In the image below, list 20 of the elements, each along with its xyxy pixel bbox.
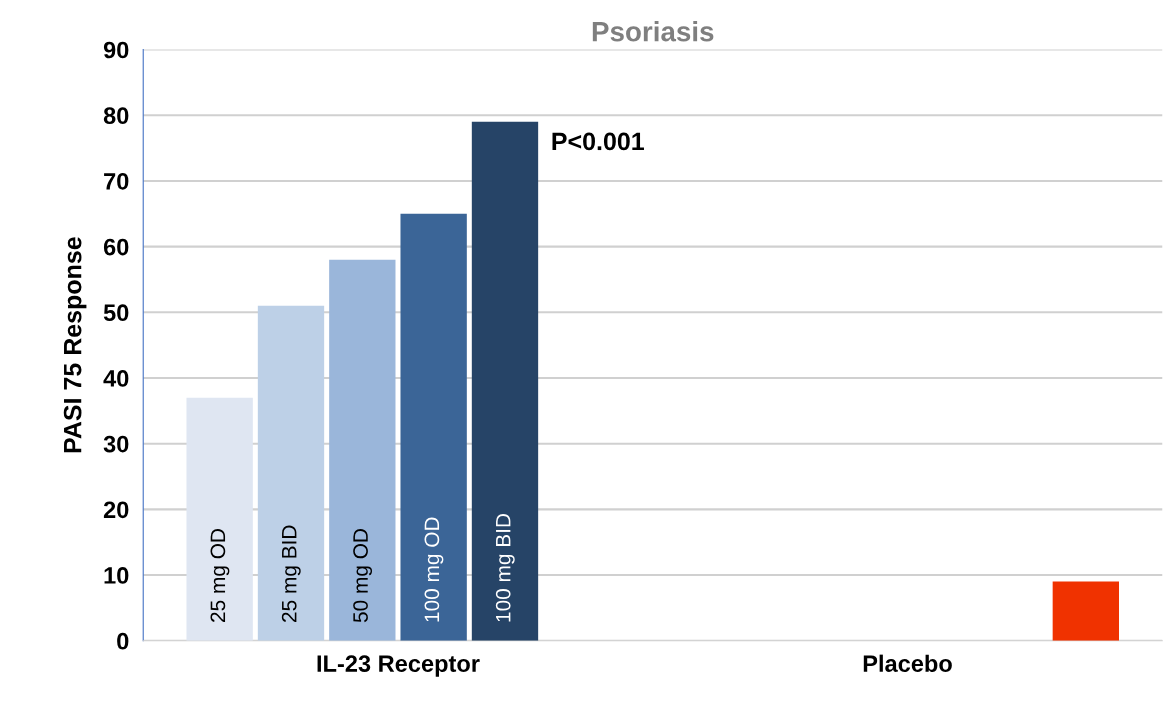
annotation: P<0.001 [552,132,644,151]
y-tick-label: 30 [103,435,129,453]
y-tick-label: 60 [103,238,129,256]
series-label: 25 mg BID [281,525,301,622]
series-label: 25 mg OD [210,529,230,622]
y-tick-label: 80 [103,107,129,125]
series-label: 50 mg OD [353,529,373,623]
y-tick-label: 20 [103,501,129,519]
x-tick-label: Placebo [863,654,952,672]
series-label: 100 mg OD [424,517,444,622]
y-tick-label: 90 [103,41,129,59]
y-axis-title: PASI 75 Response [63,237,87,453]
series-label: 100 mg BID [495,513,515,622]
chart-title: Psoriasis [592,21,714,42]
y-tick-label: 40 [103,370,129,387]
x-tick-label: IL-23 Receptor [317,655,480,677]
y-tick-label: 50 [103,304,129,322]
y-tick-label: 10 [104,567,129,584]
y-tick-label: 70 [104,173,129,190]
y-tick-label: 0 [117,632,129,650]
